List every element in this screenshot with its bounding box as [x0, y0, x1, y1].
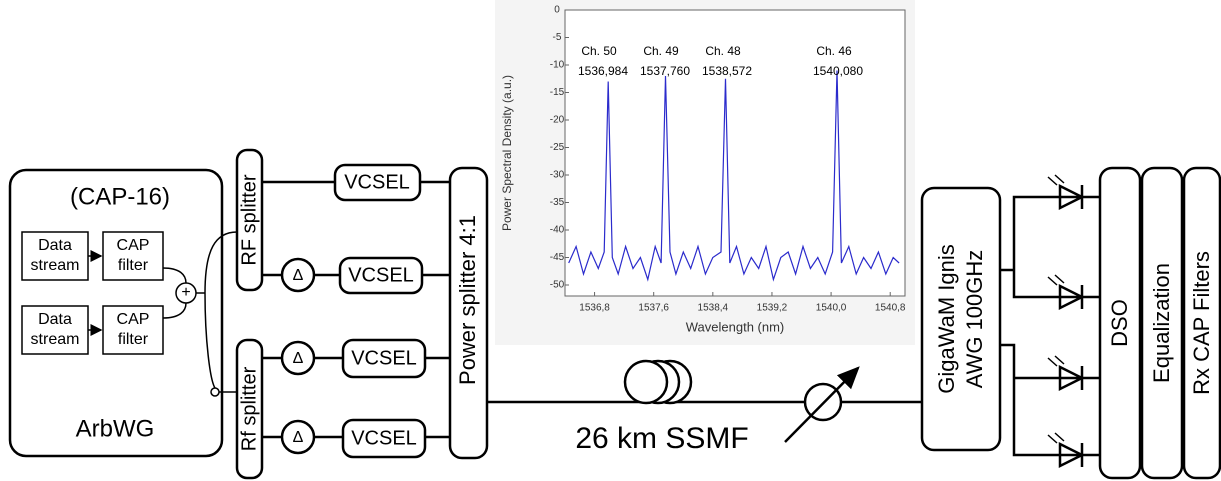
spectrum-chart: Power Spectral Density (a.u.) Wavelength… [495, 0, 915, 345]
power-splitter [448, 166, 489, 460]
equalization-label: Equalization [1149, 263, 1174, 383]
photodiode [1045, 364, 1100, 392]
delay-label: Δ [293, 267, 304, 284]
y-axis-label: Power Spectral Density (a.u.) [500, 75, 514, 231]
x-tick-label: 1538,4 [698, 303, 729, 314]
spool [623, 359, 669, 405]
channel-label: Ch. 50 [581, 44, 617, 58]
rx-filters-label: Rx CAP Filters [1189, 251, 1214, 395]
y-tick-label: -20 [550, 115, 565, 126]
wavelength-label: 1536,984 [578, 64, 628, 78]
wavelength-label: 1540,080 [813, 64, 863, 78]
x-tick-label: 1540,8 [875, 303, 906, 314]
splitter-label: Rf splitter [238, 366, 260, 451]
vcsel-label: VCSEL [351, 347, 417, 369]
format-label: (CAP-16) [70, 183, 170, 210]
power-splitter-label: Power splitter 4:1 [455, 215, 480, 385]
block-label: CAP [117, 311, 150, 328]
block-label: CAP [117, 237, 150, 254]
awg [920, 186, 1002, 452]
x-tick-label: 1540,0 [816, 303, 847, 314]
vcsel-label: VCSEL [351, 427, 417, 449]
x-tick-label: 1536,8 [579, 303, 610, 314]
light-arrows [1047, 174, 1065, 186]
block-label: Data [38, 237, 72, 254]
junction [210, 387, 220, 397]
wavelength-label: 1537,760 [640, 64, 690, 78]
dso-label: DSO [1107, 299, 1132, 347]
y-tick-label: 0 [554, 5, 560, 16]
wire [196, 231, 238, 389]
y-tick-label: -25 [550, 142, 565, 153]
channel-label: Ch. 46 [816, 44, 852, 58]
x-tick-label: 1539,2 [757, 303, 788, 314]
y-tick-label: -10 [550, 60, 565, 71]
delay-label: Δ [293, 429, 304, 446]
arbwg-label: ArbWG [76, 415, 155, 442]
x-axis-label: Wavelength (nm) [686, 319, 785, 334]
rf-splitter [235, 148, 264, 292]
y-tick-label: -15 [550, 87, 565, 98]
light-arrows [1047, 355, 1065, 367]
y-tick-label: -40 [550, 225, 565, 236]
photodiodes [1045, 174, 1100, 469]
channel-label: Ch. 49 [643, 44, 679, 58]
vcsel [341, 418, 427, 459]
photodiode [1045, 183, 1100, 211]
wire [162, 267, 187, 319]
delay-label: Δ [293, 350, 304, 367]
channel-label: Ch. 48 [705, 44, 741, 58]
awg-label: AWG 100GHz [962, 250, 987, 389]
wire [1000, 195, 1045, 457]
block-label: filter [118, 257, 149, 274]
delay [280, 340, 316, 376]
dso [1098, 166, 1142, 480]
light-arrows [1047, 432, 1065, 444]
photodiode [1045, 283, 1100, 311]
y-tick-label: -35 [550, 197, 565, 208]
awg-label: GigaWaM Ignis [934, 244, 959, 394]
x-tick-label: 1537,6 [638, 303, 669, 314]
delay [280, 419, 316, 455]
y-tick-label: -45 [550, 252, 565, 263]
rf-splitter [235, 338, 264, 480]
spectrum-line [568, 70, 900, 282]
y-tick-label: -30 [550, 170, 565, 181]
y-tick-label: -5 [553, 32, 562, 43]
block [102, 305, 164, 355]
vcsel-label: VCSEL [344, 171, 410, 193]
adder-label: + [181, 284, 190, 301]
vcsel-label: VCSEL [348, 264, 414, 286]
splitter-label: RF splitter [238, 174, 260, 265]
delay [280, 257, 316, 293]
block-label: stream [31, 331, 80, 348]
y-tick-label: -50 [550, 280, 565, 291]
light-arrows [1047, 274, 1065, 286]
attenuator-arrow [784, 366, 860, 443]
block-label: Data [38, 311, 72, 328]
rx-filters [1182, 166, 1221, 480]
fiber-label: 26 km SSMF [575, 422, 748, 455]
arbwg-box [8, 168, 224, 458]
block [102, 231, 164, 281]
wavelength-label: 1538,572 [702, 64, 752, 78]
block-label: stream [31, 257, 80, 274]
photodiode [1045, 441, 1100, 469]
equalization [1140, 166, 1184, 480]
block-label: filter [118, 331, 149, 348]
wire [420, 180, 450, 439]
